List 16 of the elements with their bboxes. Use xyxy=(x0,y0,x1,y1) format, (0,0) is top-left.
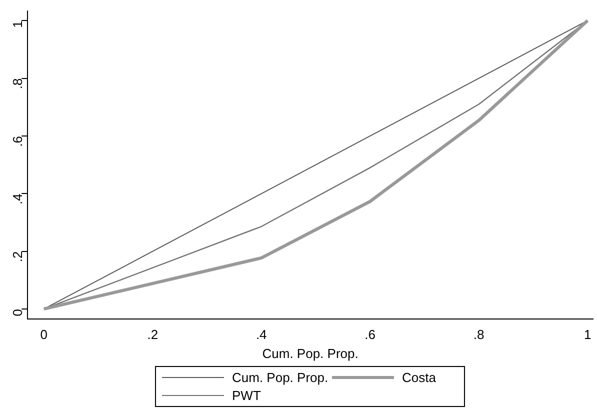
y-tick-label: 0 xyxy=(10,308,26,316)
x-tick-label: .8 xyxy=(473,327,484,342)
x-tick-label: .6 xyxy=(364,327,376,342)
y-tick-label: .4 xyxy=(10,194,26,204)
x-tick-label: 1 xyxy=(584,327,592,342)
legend-label: PWT xyxy=(232,388,261,403)
x-axis-title: Cum. Pop. Prop. xyxy=(262,346,358,361)
legend-label: Cum. Pop. Prop. xyxy=(232,370,328,385)
y-tick-label: 1 xyxy=(10,20,26,28)
x-tick-label: 0 xyxy=(40,327,48,342)
y-tick-label: .6 xyxy=(10,136,26,147)
x-tick-label: .4 xyxy=(256,327,267,342)
x-tick-label: .2 xyxy=(147,327,158,342)
legend-label: Costa xyxy=(402,370,436,385)
y-tick-label: .2 xyxy=(10,251,26,262)
y-tick-label: .8 xyxy=(10,78,26,90)
